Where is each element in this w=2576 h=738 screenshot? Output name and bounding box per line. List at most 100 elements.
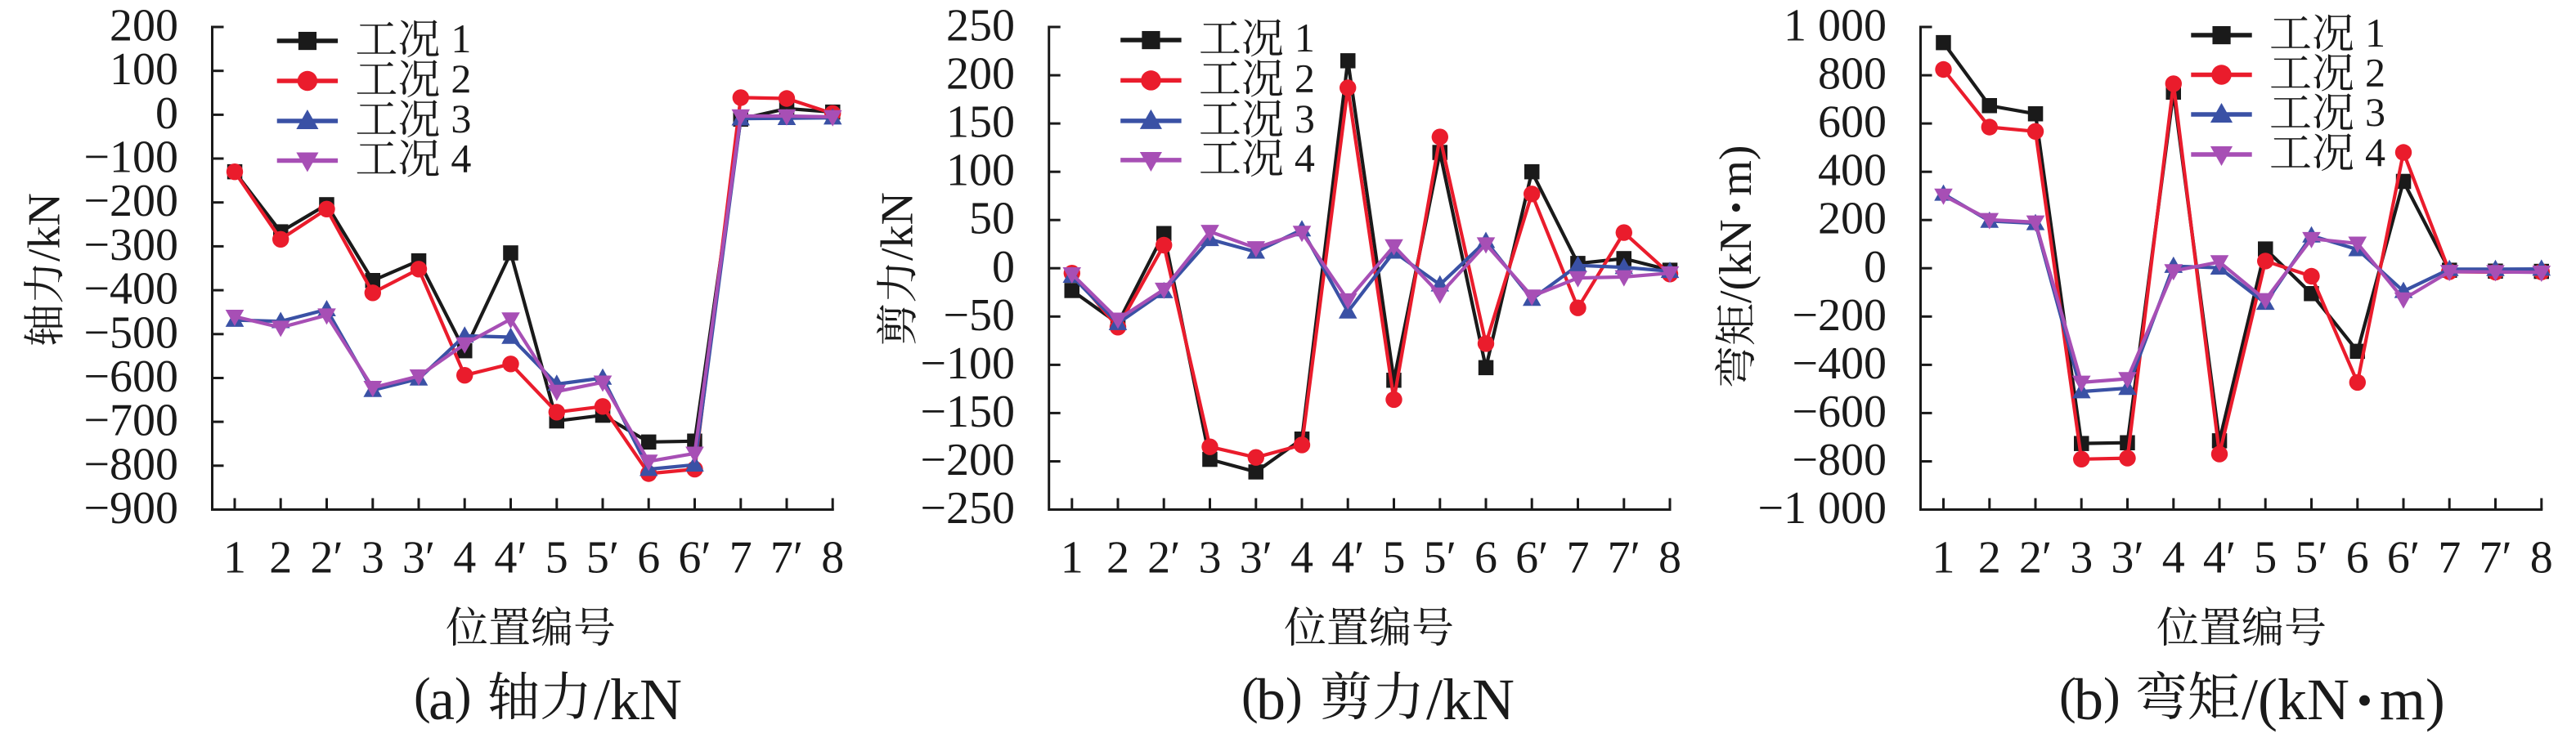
svg-text:2: 2 (1295, 55, 1315, 101)
svg-text:(: ( (1241, 669, 1259, 724)
svg-text:50: 50 (969, 194, 1015, 244)
svg-text:): ) (2103, 669, 2120, 724)
svg-text:1: 1 (2365, 10, 2385, 56)
svg-text:4′: 4′ (2203, 533, 2236, 584)
svg-text:−200: −200 (83, 176, 178, 226)
svg-text:/(kN•m): /(kN•m) (2242, 667, 2445, 732)
svg-text:3′: 3′ (2111, 533, 2143, 584)
svg-text:3: 3 (1199, 533, 1222, 584)
svg-text:600: 600 (1818, 97, 1887, 148)
svg-text:8: 8 (821, 533, 844, 584)
svg-text:6: 6 (637, 533, 660, 584)
svg-text:/kN: /kN (1426, 667, 1515, 732)
svg-text:6′: 6′ (678, 533, 711, 584)
svg-text:2: 2 (451, 56, 471, 101)
svg-text:3: 3 (451, 96, 471, 141)
svg-text:3′: 3′ (402, 533, 435, 584)
svg-text:0: 0 (992, 242, 1015, 293)
svg-text:8: 8 (1658, 533, 1681, 584)
svg-text:/(kN•m): /(kN•m) (1711, 145, 1761, 303)
svg-text:b: b (1256, 667, 1286, 732)
svg-text:4: 4 (1290, 533, 1313, 584)
svg-text:−150: −150 (920, 387, 1015, 437)
svg-text:5′: 5′ (2295, 533, 2327, 584)
svg-text:/kN: /kN (20, 193, 70, 262)
svg-text:6: 6 (1474, 533, 1497, 584)
svg-text:−800: −800 (1792, 435, 1887, 485)
svg-text:3: 3 (361, 533, 384, 584)
svg-text:4′: 4′ (1331, 533, 1364, 584)
svg-text:1: 1 (1295, 15, 1315, 60)
svg-text:400: 400 (1818, 145, 1887, 196)
svg-text:−600: −600 (83, 351, 178, 402)
svg-text:6: 6 (2346, 533, 2369, 584)
svg-text:4: 4 (2162, 533, 2185, 584)
svg-text:−700: −700 (83, 396, 178, 446)
svg-text:4: 4 (2365, 129, 2385, 175)
svg-text:4′: 4′ (494, 533, 527, 584)
svg-text:(: ( (2059, 669, 2076, 724)
svg-text:−200: −200 (1792, 290, 1887, 341)
svg-text:7′: 7′ (2479, 533, 2511, 584)
svg-text:8: 8 (2530, 533, 2553, 584)
svg-text:100: 100 (946, 145, 1015, 196)
svg-text:3: 3 (1295, 96, 1315, 141)
svg-text:−900: −900 (83, 483, 178, 534)
svg-text:5′: 5′ (1424, 533, 1456, 584)
svg-text:2′: 2′ (2019, 533, 2052, 584)
svg-text:2: 2 (2365, 50, 2385, 96)
svg-text:−600: −600 (1792, 387, 1887, 437)
svg-text:2: 2 (269, 533, 292, 584)
svg-text:2′: 2′ (1147, 533, 1180, 584)
svg-text:−1 000: −1 000 (1757, 483, 1887, 534)
svg-text:3′: 3′ (1240, 533, 1272, 584)
svg-text:7′: 7′ (1608, 533, 1640, 584)
svg-text:2: 2 (1106, 533, 1129, 584)
svg-text:): ) (455, 669, 472, 724)
svg-text:b: b (2074, 667, 2103, 732)
svg-text:1: 1 (451, 16, 471, 61)
svg-text:0: 0 (1864, 242, 1887, 293)
svg-text:−400: −400 (83, 264, 178, 315)
svg-text:1: 1 (1932, 533, 1955, 584)
svg-text:1 000: 1 000 (1784, 1, 1887, 51)
svg-text:1: 1 (223, 533, 246, 584)
svg-text:150: 150 (946, 97, 1015, 148)
svg-text:200: 200 (1818, 194, 1887, 244)
svg-text:5: 5 (545, 533, 568, 584)
svg-text:−100: −100 (83, 132, 178, 183)
svg-text:/kN: /kN (594, 667, 682, 732)
svg-text:/kN: /kN (873, 192, 923, 261)
svg-text:4: 4 (453, 533, 476, 584)
svg-text:1: 1 (1061, 533, 1084, 584)
svg-text:6′: 6′ (2387, 533, 2420, 584)
svg-text:4: 4 (1295, 135, 1315, 181)
svg-text:3: 3 (2070, 533, 2093, 584)
svg-text:7′: 7′ (770, 533, 803, 584)
svg-text:250: 250 (946, 1, 1015, 51)
svg-text:−800: −800 (83, 439, 178, 490)
svg-text:200: 200 (110, 1, 178, 51)
svg-text:200: 200 (946, 49, 1015, 100)
svg-text:): ) (1286, 669, 1303, 724)
svg-text:5′: 5′ (586, 533, 619, 584)
svg-text:−400: −400 (1792, 338, 1887, 389)
svg-text:−50: −50 (943, 290, 1015, 341)
svg-text:2′: 2′ (310, 533, 343, 584)
svg-text:7: 7 (729, 533, 752, 584)
svg-text:−300: −300 (83, 220, 178, 271)
svg-text:7: 7 (1567, 533, 1590, 584)
svg-text:0: 0 (155, 88, 178, 139)
svg-text:3: 3 (2365, 89, 2385, 135)
svg-text:−100: −100 (920, 338, 1015, 389)
svg-text:−250: −250 (920, 483, 1015, 534)
svg-text:800: 800 (1818, 49, 1887, 100)
svg-text:2: 2 (1978, 533, 2001, 584)
svg-text:7: 7 (2438, 533, 2461, 584)
svg-text:a: a (429, 667, 455, 732)
svg-text:6′: 6′ (1515, 533, 1548, 584)
svg-text:5: 5 (1383, 533, 1406, 584)
svg-text:−500: −500 (83, 307, 178, 358)
svg-text:5: 5 (2254, 533, 2277, 584)
svg-text:100: 100 (110, 44, 178, 95)
